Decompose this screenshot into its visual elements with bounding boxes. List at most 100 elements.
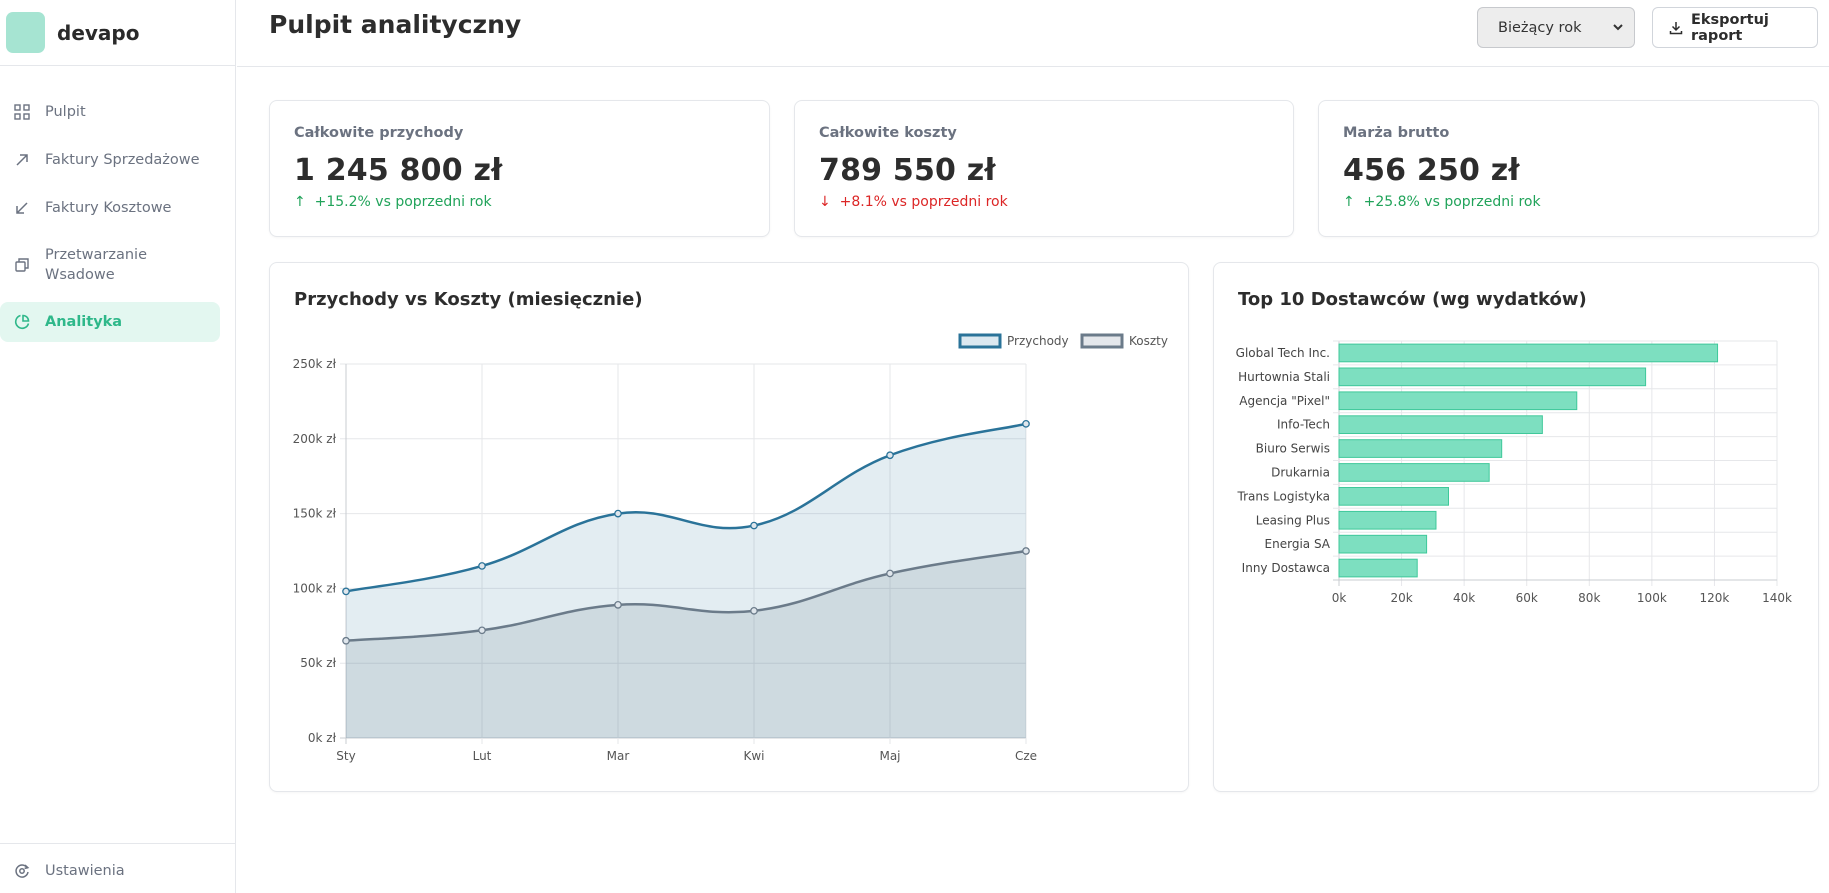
x-tick-label: Maj: [879, 749, 900, 763]
sidebar-item-label: Przetwarzanie Wsadowe: [45, 247, 148, 283]
sidebar-item-faktury-sprzedazowe[interactable]: Faktury Sprzedażowe: [0, 140, 220, 180]
series-area-przychody: [346, 423, 1026, 738]
stat-card-costs: Całkowite koszty 789 550 zł ↓ +8.1% vs p…: [794, 100, 1294, 237]
y-tick-label: 250k zł: [293, 357, 337, 371]
y-tick-label: 200k zł: [293, 432, 337, 446]
x-tick-label: 140k: [1762, 591, 1792, 605]
legend-label: Koszty: [1129, 334, 1168, 348]
stat-card-margin: Marża brutto 456 250 zł ↑ +25.8% vs popr…: [1318, 100, 1819, 237]
data-point: [614, 509, 622, 518]
legend-swatch: [1080, 333, 1124, 349]
period-select[interactable]: Bieżący rok: [1477, 7, 1635, 48]
brand-logo: [6, 12, 45, 53]
y-tick-label: 50k zł: [300, 656, 336, 670]
chart-title: Przychody vs Koszty (miesięcznie): [294, 289, 643, 310]
sidebar-item-label: Faktury Kosztowe: [45, 200, 172, 216]
settings-icon: [13, 862, 31, 880]
legend-label: Przychody: [1007, 334, 1069, 348]
x-tick-label: Sty: [336, 749, 355, 763]
data-point: [750, 521, 758, 530]
batch-icon: [13, 256, 31, 274]
arrow-up-icon: ↑: [294, 194, 306, 210]
stat-trend: ↓ +8.1% vs poprzedni rok: [819, 194, 1008, 210]
sidebar-item-faktury-kosztowe[interactable]: Faktury Kosztowe: [0, 188, 220, 228]
y-tick-label: Global Tech Inc.: [1236, 346, 1330, 360]
data-point: [886, 451, 894, 460]
sidebar-item-label: Analityka: [45, 314, 123, 330]
x-tick-label: 120k: [1699, 591, 1729, 605]
download-icon: [1669, 21, 1683, 35]
data-point: [1022, 419, 1030, 428]
grid-icon: [13, 103, 31, 121]
stat-trend-text: +25.8% vs poprzedni rok: [1363, 194, 1541, 210]
bar: [1338, 558, 1418, 578]
stat-trend-text: +15.2% vs poprzedni rok: [314, 194, 492, 210]
bar: [1338, 343, 1719, 363]
x-tick-label: Mar: [607, 749, 630, 763]
data-point: [478, 626, 486, 635]
y-tick-label: Trans Logistyka: [1237, 489, 1330, 503]
data-point: [342, 636, 350, 645]
stat-label: Całkowite koszty: [819, 125, 957, 141]
legend-item: Koszty: [1080, 333, 1168, 349]
bar: [1338, 415, 1543, 434]
chart-title: Top 10 Dostawców (wg wydatków): [1238, 289, 1587, 310]
bar: [1338, 367, 1647, 387]
stat-label: Marża brutto: [1343, 125, 1450, 141]
export-report-label: Eksportuj raport: [1691, 11, 1769, 44]
bar: [1338, 439, 1503, 458]
y-tick-label: Inny Dostawca: [1242, 561, 1330, 575]
stat-trend-text: +8.1% vs poprzedni rok: [839, 194, 1008, 210]
y-tick-label: Leasing Plus: [1256, 513, 1330, 527]
series-area-koszty: [346, 551, 1026, 738]
sidebar-item-analityka[interactable]: Analityka: [0, 302, 220, 342]
arrow-up-icon: ↑: [1343, 194, 1355, 210]
x-tick-label: Lut: [473, 749, 492, 763]
page-title: Pulpit analityczny: [269, 10, 522, 39]
data-point: [614, 601, 622, 609]
bar: [1338, 463, 1490, 482]
stat-trend: ↑ +25.8% vs poprzedni rok: [1343, 194, 1541, 210]
data-point: [750, 606, 758, 615]
bar: [1338, 510, 1437, 530]
sidebar-item-label: Ustawienia: [45, 863, 125, 879]
series-line-koszty: [345, 549, 1027, 643]
revenue-vs-costs-chart: 0k zł 50k zł 100k zł 150k zł 200k zł 250k zł S…: [293, 333, 1168, 763]
period-select-value: Bieżący rok: [1498, 19, 1582, 36]
sidebar-item-label: Faktury Sprzedażowe: [45, 152, 200, 168]
sidebar-item-przetwarzanie-wsadowe[interactable]: Przetwarzanie Wsadowe: [0, 236, 220, 294]
x-tick-label: 100k: [1637, 591, 1667, 605]
arrow-down-left-icon: [13, 199, 31, 217]
brand-name: devapo: [57, 20, 140, 45]
data-point: [478, 562, 486, 570]
y-tick-label: 0k zł: [308, 731, 337, 745]
sidebar-item-label: Pulpit: [45, 104, 86, 120]
bar: [1338, 534, 1428, 554]
pie-chart-icon: [13, 313, 31, 331]
stat-card-revenue: Całkowite przychody 1 245 800 zł ↑ +15.2…: [269, 100, 770, 237]
stat-value: 456 250 zł: [1343, 153, 1520, 188]
legend-swatch: [958, 333, 1002, 349]
x-tick-label: Cze: [1015, 749, 1037, 763]
series-line-przychody: [345, 422, 1027, 593]
revenue-vs-costs-card: Przychody vs Koszty (miesięcznie) 0k zł 5…: [269, 262, 1189, 792]
data-point: [342, 587, 350, 596]
chevron-down-icon: [1612, 21, 1624, 37]
x-tick-label: 80k: [1578, 591, 1600, 605]
data-point: [886, 569, 894, 578]
sidebar-item-pulpit[interactable]: Pulpit: [0, 92, 220, 132]
arrow-down-icon: ↓: [819, 194, 831, 210]
export-report-button[interactable]: Eksportuj raport: [1652, 7, 1818, 48]
y-tick-label: Info-Tech: [1277, 418, 1330, 432]
legend-item: Przychody: [958, 333, 1069, 349]
sidebar: devapo Pulpit Faktury Sprzedażowe Faktur…: [0, 0, 236, 893]
y-tick-label: 100k zł: [293, 581, 337, 595]
y-tick-label: Agencja "Pixel": [1239, 394, 1330, 408]
bar: [1338, 391, 1578, 411]
sidebar-footer: Ustawienia: [0, 843, 236, 893]
brand[interactable]: devapo: [0, 0, 235, 66]
x-tick-label: 0k: [1332, 591, 1347, 605]
top-suppliers-card: Top 10 Dostawców (wg wydatków) 0k 20k 40k 6…: [1213, 262, 1819, 792]
y-tick-label: Biuro Serwis: [1256, 442, 1330, 456]
sidebar-item-ustawienia[interactable]: Ustawienia: [0, 851, 125, 891]
